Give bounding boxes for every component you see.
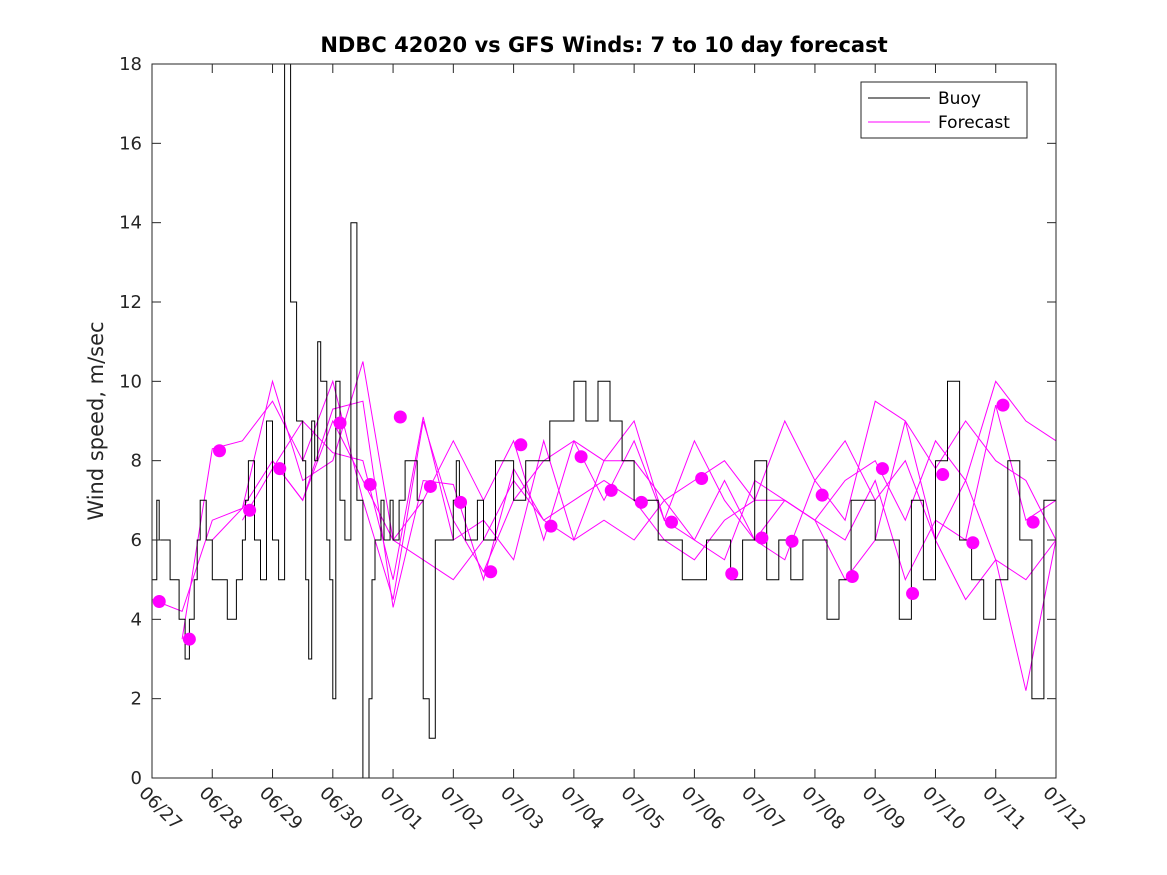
legend: Buoy Forecast [860,81,1028,139]
forecast-marker [574,450,588,464]
legend-label-forecast: Forecast [938,113,1010,133]
forecast-marker [363,477,377,491]
forecast-marker [152,594,166,608]
forecast-marker [875,462,889,476]
forecast-marker [966,536,980,550]
forecast-marker [815,488,829,502]
legend-label-buoy: Buoy [938,89,981,109]
buoy-line [152,63,1056,779]
forecast-marker [544,519,558,533]
plot-frame [151,63,1057,779]
forecast-marker [182,632,196,646]
forecast-marker [785,534,799,548]
y-tick-label: 0 [131,768,142,789]
y-tick-label: 8 [131,451,142,472]
forecast-marker [695,472,709,486]
forecast-marker [936,468,950,482]
forecast-marker [212,444,226,458]
y-tick-label: 18 [119,54,142,75]
y-tick-label: 14 [119,213,142,234]
legend-box [860,81,1028,139]
y-tick-label: 2 [131,689,142,710]
y-tick-label: 16 [119,133,142,154]
plot-area [151,63,1057,779]
chart-title: NDBC 42020 vs GFS Winds: 7 to 10 day for… [320,33,887,57]
forecast-marker [454,495,468,509]
forecast-marker [845,569,859,583]
forecast-marker [243,503,257,517]
forecast-marker [634,495,648,509]
forecast-line [181,379,1057,640]
y-tick-label: 6 [131,530,142,551]
forecast-marker [725,567,739,581]
y-tick-label: 4 [131,609,142,630]
forecast-marker [393,410,407,424]
forecast-marker [664,515,678,529]
forecast-marker [906,587,920,601]
forecast-marker [755,531,769,545]
forecast-marker [423,479,437,493]
forecast-line [272,400,1057,691]
forecast-marker [333,416,347,430]
y-tick-label: 12 [119,292,142,313]
forecast-marker [273,462,287,476]
forecast-marker [1026,515,1040,529]
forecast-marker [514,438,528,452]
y-tick-label: 10 [119,371,142,392]
forecast-marker [604,483,618,497]
y-axis-label: Wind speed, m/sec [84,321,108,520]
forecast-marker [996,398,1010,412]
forecast-marker [484,565,498,579]
